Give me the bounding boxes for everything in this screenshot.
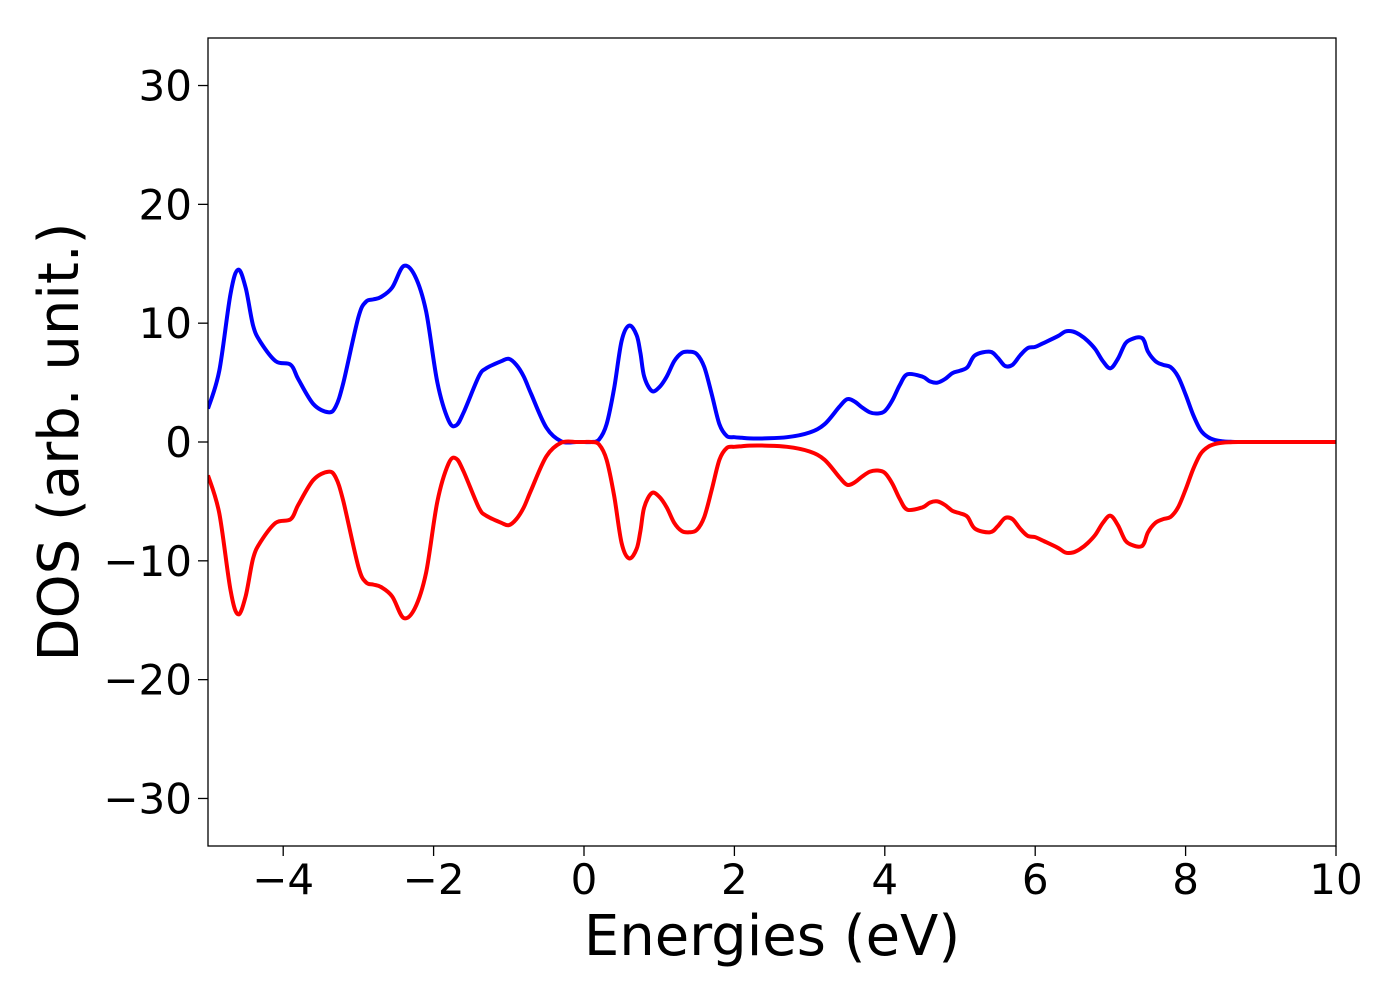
y-tick-label: −10 xyxy=(103,537,192,586)
y-tick-label: 0 xyxy=(165,418,192,467)
x-tick-label: 4 xyxy=(871,855,898,904)
x-tick-label: 0 xyxy=(571,855,598,904)
y-tick-label: 10 xyxy=(139,299,192,348)
x-axis-label: Energies (eV) xyxy=(584,904,960,969)
x-tick-label: −2 xyxy=(403,855,465,904)
dos-series-blue-line xyxy=(208,263,1336,445)
x-tick-label: 2 xyxy=(721,855,748,904)
y-tick-label: 20 xyxy=(139,180,192,229)
x-axis-ticks: −4 −2 0 2 4 6 8 10 xyxy=(252,846,1363,904)
y-axis-label: DOS (arb. unit.) xyxy=(27,222,92,661)
x-tick-label: 6 xyxy=(1022,855,1049,904)
x-tick-label: 10 xyxy=(1309,855,1362,904)
y-axis-ticks: 30 20 10 0 −10 −20 −30 xyxy=(103,62,208,823)
dos-series-red-line xyxy=(208,439,1336,621)
plot-frame xyxy=(207,37,1337,847)
x-tick-label: −4 xyxy=(252,855,314,904)
y-tick-label: −30 xyxy=(103,774,192,823)
y-tick-label: −20 xyxy=(103,656,192,705)
y-tick-label: 30 xyxy=(139,62,192,111)
x-tick-label: 8 xyxy=(1172,855,1199,904)
series-layer xyxy=(208,263,1336,621)
